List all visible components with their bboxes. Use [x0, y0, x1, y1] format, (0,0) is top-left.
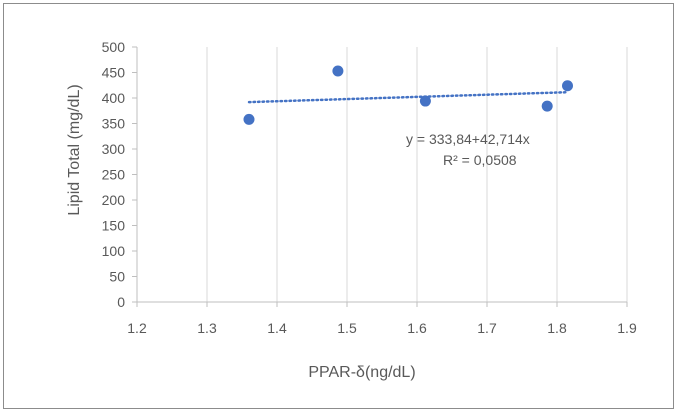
x-axis-title: PPAR-δ(ng/dL) [308, 364, 415, 381]
y-tick-label: 300 [102, 141, 126, 157]
x-tick-label: 1.7 [477, 320, 497, 336]
data-points [243, 65, 573, 125]
x-tick-label: 1.6 [407, 320, 427, 336]
y-tick-label: 500 [102, 39, 126, 55]
y-tick-label: 400 [102, 90, 126, 106]
y-tick-label: 0 [117, 294, 125, 310]
x-tick-label: 1.4 [267, 320, 287, 336]
y-tick-label: 450 [102, 65, 126, 81]
axes [132, 46, 628, 307]
x-tick-label: 1.9 [617, 320, 637, 336]
trendline-equation: y = 333,84+42,714x [406, 131, 530, 147]
trendline-r-squared: R² = 0,0508 [443, 152, 517, 168]
data-point [562, 80, 573, 92]
data-point [332, 65, 344, 77]
y-axis-title: Lipid Total (mg/dL) [66, 84, 83, 215]
y-tick-label: 200 [102, 192, 126, 208]
data-point [243, 113, 255, 125]
data-point [419, 95, 431, 107]
x-tick-label: 1.8 [547, 320, 567, 336]
gridlines [206, 47, 628, 302]
y-tick-label: 50 [109, 269, 125, 285]
data-point [541, 100, 553, 112]
trendline [247, 90, 569, 104]
x-tick-label: 1.3 [197, 320, 217, 336]
x-tick-label: 1.2 [127, 320, 147, 336]
y-tick-label: 250 [102, 167, 126, 183]
y-tick-label: 150 [102, 218, 126, 234]
x-tick-label: 1.5 [337, 320, 357, 336]
y-tick-label: 350 [102, 116, 126, 132]
chart-frame: 1.2 1.3 1.4 1.5 1.6 1.7 1.8 1.9 0 50 100 150 200 250 3… [3, 3, 674, 409]
trendline-group [247, 90, 569, 104]
y-tick-label: 100 [102, 243, 126, 259]
tick-labels: 1.2 1.3 1.4 1.5 1.6 1.7 1.8 1.9 0 50 100 150 200 250 3… [102, 39, 637, 336]
scatter-chart: 1.2 1.3 1.4 1.5 1.6 1.7 1.8 1.9 0 50 100 150 200 250 3… [66, 39, 637, 381]
